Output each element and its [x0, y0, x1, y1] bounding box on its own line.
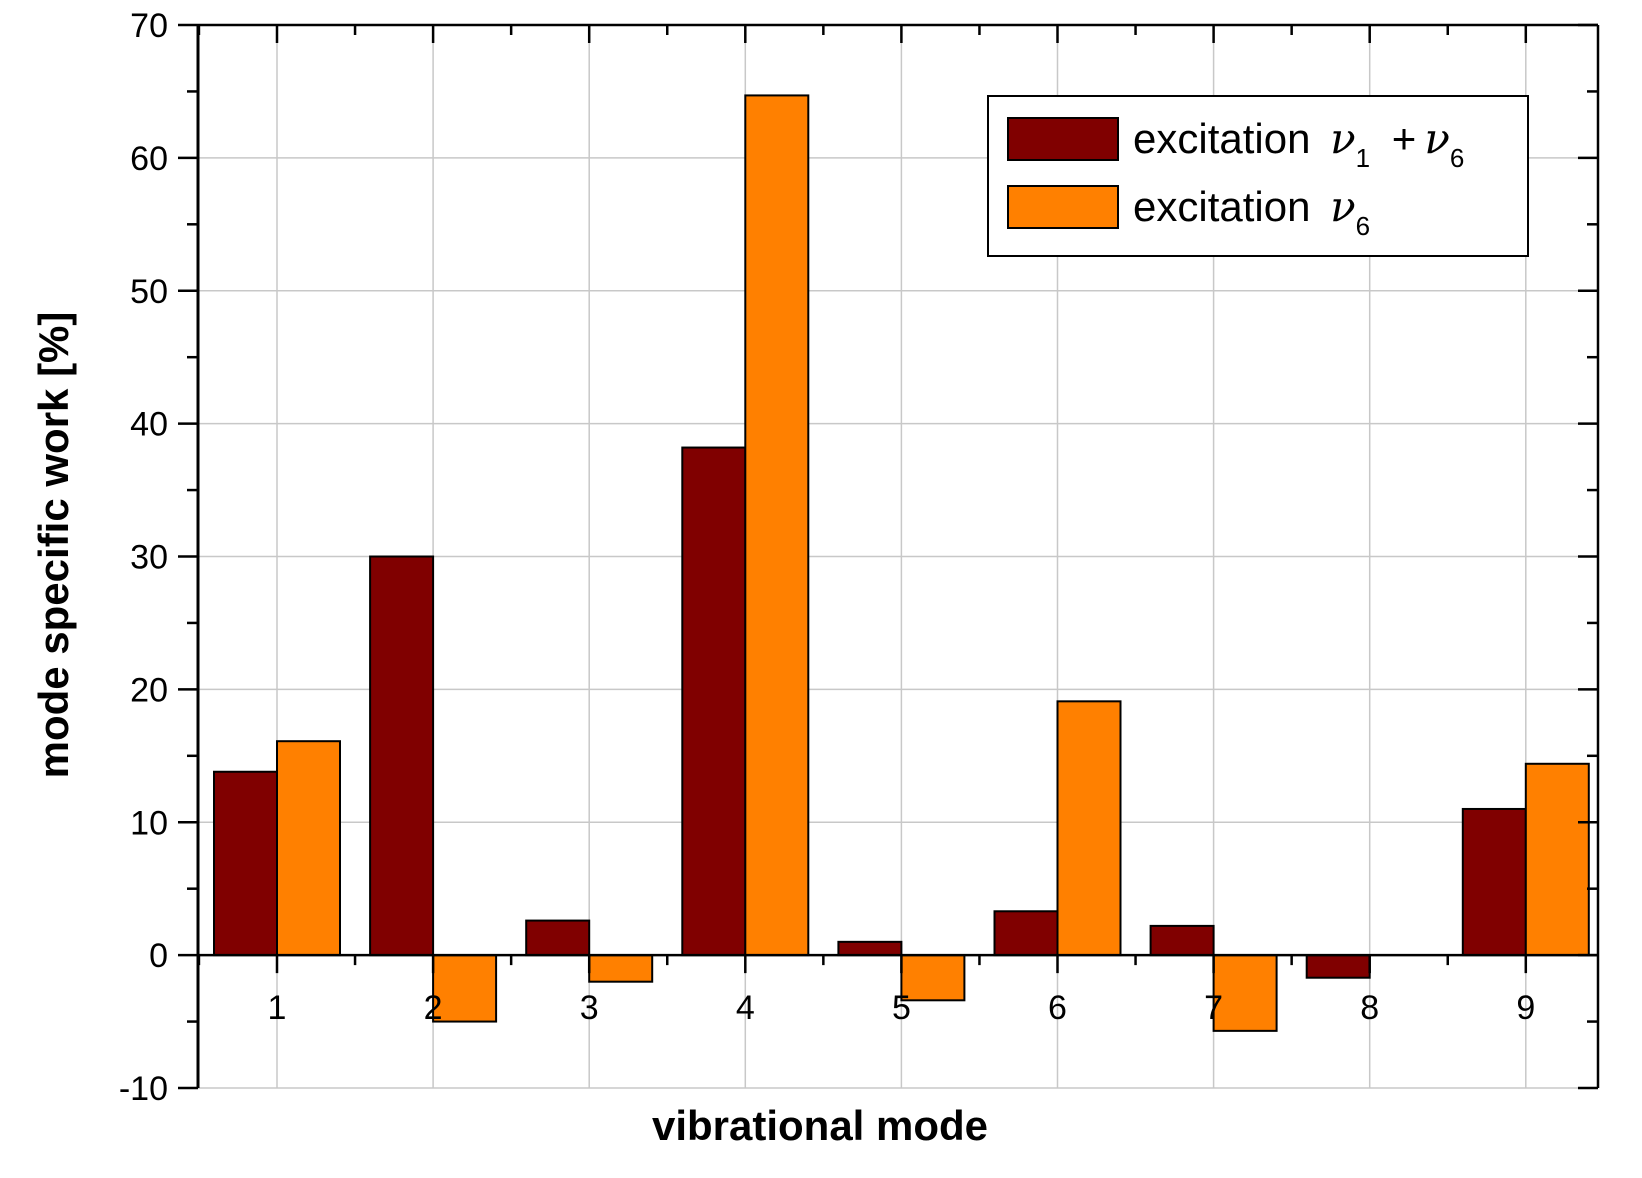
y-tick-label: 50 [130, 273, 168, 311]
bars [213, 94, 1590, 1032]
nu-subscript: 6 [1450, 143, 1464, 173]
bar-series-2-mode-2 [432, 954, 498, 1023]
y-tick-label: -10 [119, 1070, 168, 1108]
legend-label: excitation ν6 [1133, 182, 1370, 241]
y-tick-label: 0 [149, 937, 168, 975]
bar-series-2-mode-9 [1524, 762, 1590, 957]
bar-series-1-mode-8 [1305, 954, 1371, 979]
baseline-reset [1370, 115, 1382, 162]
x-tick-label: 1 [268, 989, 287, 1027]
x-tick-label: 9 [1516, 989, 1535, 1027]
y-tick-label: 70 [130, 7, 168, 45]
legend-label: excitation ν1 + ν6 [1133, 114, 1464, 173]
tick-labels: -10 0 10 20 30 40 50 60 70 1 2 3 4 5 6 7 8 9 [119, 7, 1535, 1108]
bar-series-1-mode-2 [369, 555, 435, 957]
x-tick-label: 8 [1360, 989, 1379, 1027]
bar-series-1-mode-4 [681, 446, 747, 957]
legend: excitation ν1 + ν6 excitation ν6 [987, 95, 1529, 257]
bar-series-1-mode-1 [213, 770, 278, 957]
y-tick-label: 30 [130, 539, 168, 577]
nu-subscript: 1 [1356, 143, 1370, 173]
y-tick-label: 20 [130, 671, 168, 709]
nu-symbol: ν [1330, 114, 1356, 163]
nu-symbol: ν [1330, 182, 1356, 231]
y-axis-title: mode specific work [%] [30, 312, 77, 779]
y-tick-label: 60 [130, 140, 168, 178]
x-tick-label: 2 [424, 989, 443, 1027]
legend-label-text: excitation [1133, 115, 1322, 162]
bar-series-2-mode-3 [588, 954, 654, 983]
x-tick-label: 6 [1048, 989, 1067, 1027]
nu-symbol: ν [1424, 114, 1450, 163]
legend-operator: + [1392, 115, 1417, 162]
bar-series-2-mode-5 [900, 954, 966, 1002]
y-tick-label: 40 [130, 406, 168, 444]
x-tick-label: 5 [892, 989, 911, 1027]
legend-swatch [1007, 185, 1119, 229]
y-tick-label: 10 [130, 804, 168, 842]
axis-ticks [178, 23, 1598, 1090]
bar-series-1-mode-5 [837, 940, 903, 957]
bar-series-2-mode-6 [1056, 700, 1122, 957]
bar-series-1-mode-7 [1149, 924, 1215, 957]
legend-label-text: excitation [1133, 183, 1322, 230]
bar-series-2-mode-1 [276, 740, 341, 957]
x-axis-title: vibrational mode [652, 1102, 988, 1149]
legend-swatch [1007, 117, 1119, 161]
nu-subscript: 6 [1356, 211, 1370, 241]
plot-frame [196, 23, 1600, 1088]
bar-series-1-mode-6 [993, 910, 1059, 957]
bar-series-1-mode-9 [1461, 807, 1527, 957]
x-tick-label: 3 [580, 989, 599, 1027]
x-tick-label: 7 [1204, 989, 1223, 1027]
bar-series-1-mode-3 [525, 919, 591, 957]
x-tick-label: 4 [736, 989, 755, 1027]
bar-series-2-mode-4 [744, 94, 810, 957]
